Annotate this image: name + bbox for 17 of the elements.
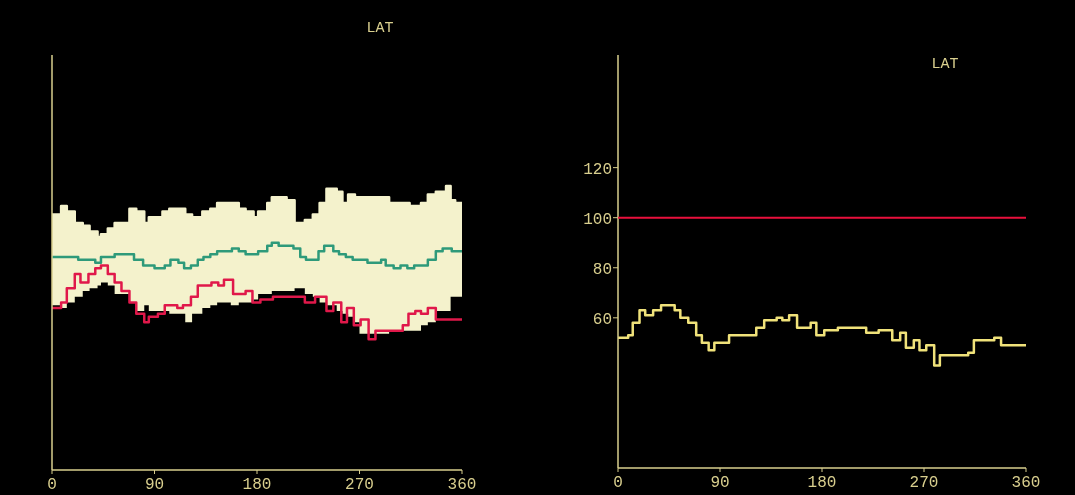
x-tick-label: 360 xyxy=(1011,474,1041,492)
x-tick-label: 0 xyxy=(47,476,57,494)
x-tick-label: 0 xyxy=(613,474,623,492)
y-tick-label: 120 xyxy=(583,160,612,179)
x-tick-label: 180 xyxy=(242,476,272,494)
chart-title: LAT xyxy=(931,56,959,73)
y-tick-label: 80 xyxy=(592,260,612,279)
x-tick-label: 90 xyxy=(710,474,730,492)
x-tick-label: 180 xyxy=(807,474,837,492)
y-tick-label: 60 xyxy=(592,310,612,329)
x-tick-label: 360 xyxy=(447,476,477,494)
chart-title: LAT xyxy=(366,20,394,37)
y-tick-label: 100 xyxy=(583,210,612,229)
x-tick-label: 90 xyxy=(144,476,165,494)
line-series xyxy=(616,304,1028,367)
x-tick-label: 270 xyxy=(909,474,939,492)
x-tick-label: 270 xyxy=(345,476,374,494)
